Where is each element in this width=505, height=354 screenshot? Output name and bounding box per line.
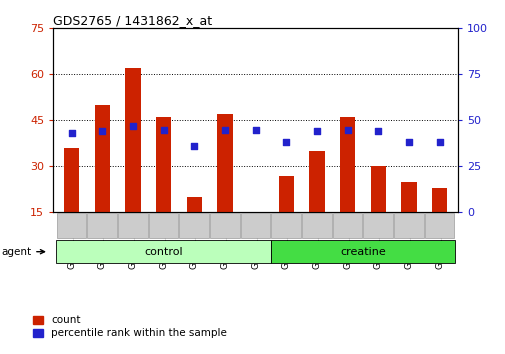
Point — [435, 139, 443, 145]
Point — [312, 129, 320, 134]
Point — [159, 127, 167, 132]
FancyBboxPatch shape — [87, 213, 117, 239]
Point — [67, 130, 75, 136]
Point — [282, 139, 290, 145]
Point — [129, 123, 137, 129]
Bar — [125, 68, 140, 212]
Bar — [186, 197, 201, 212]
FancyBboxPatch shape — [363, 213, 392, 239]
Point — [220, 127, 228, 132]
Text: agent: agent — [1, 247, 44, 257]
FancyBboxPatch shape — [270, 240, 454, 263]
FancyBboxPatch shape — [393, 213, 423, 239]
Point — [373, 129, 381, 134]
Bar — [94, 105, 110, 212]
Bar — [156, 117, 171, 212]
Bar — [370, 166, 385, 212]
Point — [98, 129, 106, 134]
FancyBboxPatch shape — [301, 213, 331, 239]
Point — [343, 127, 351, 132]
FancyBboxPatch shape — [148, 213, 178, 239]
Bar — [431, 188, 446, 212]
Point — [251, 127, 259, 132]
FancyBboxPatch shape — [118, 213, 147, 239]
FancyBboxPatch shape — [240, 213, 270, 239]
Bar — [309, 151, 324, 212]
Bar — [339, 117, 355, 212]
Legend: count, percentile rank within the sample: count, percentile rank within the sample — [30, 313, 229, 341]
Text: creatine: creatine — [339, 247, 385, 257]
FancyBboxPatch shape — [332, 213, 362, 239]
Bar — [64, 148, 79, 212]
FancyBboxPatch shape — [179, 213, 209, 239]
FancyBboxPatch shape — [271, 213, 300, 239]
Point — [404, 139, 412, 145]
FancyBboxPatch shape — [56, 240, 270, 263]
Point — [190, 143, 198, 149]
Bar — [217, 114, 232, 212]
FancyBboxPatch shape — [57, 213, 86, 239]
Text: GDS2765 / 1431862_x_at: GDS2765 / 1431862_x_at — [53, 14, 212, 27]
FancyBboxPatch shape — [210, 213, 239, 239]
FancyBboxPatch shape — [424, 213, 453, 239]
Bar — [278, 176, 293, 212]
Text: control: control — [144, 247, 182, 257]
Bar — [400, 182, 416, 212]
